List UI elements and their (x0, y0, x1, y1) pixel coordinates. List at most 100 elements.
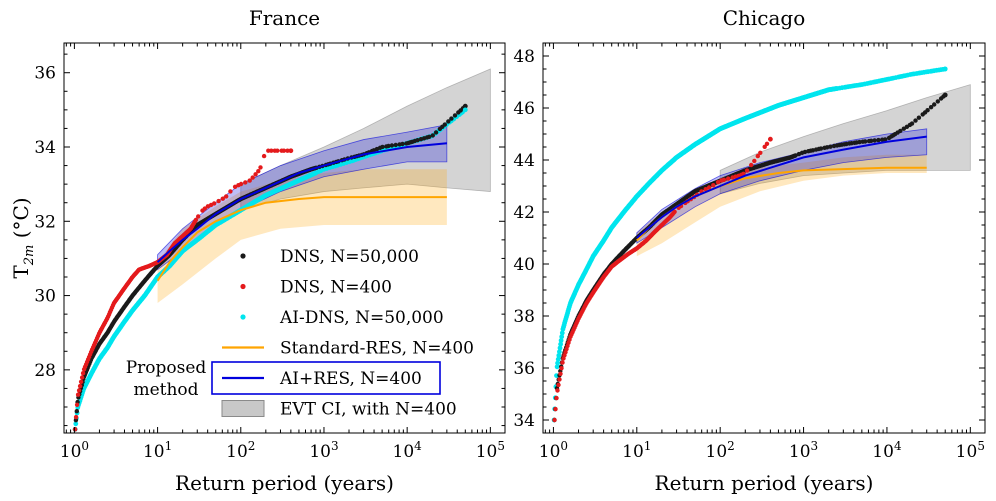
dns-50000-points-point (935, 99, 940, 104)
dns-400-points-point (281, 148, 287, 153)
dns-400-points-point (752, 158, 757, 164)
dns-400-points-point (554, 395, 559, 401)
chart-title: Chicago (723, 6, 806, 30)
dns-50000-points-point (869, 138, 874, 143)
ai-dns-points-point (73, 421, 79, 427)
ai-dns-points-point (554, 364, 560, 370)
dns-400-points-point (216, 198, 221, 204)
plot-frame (63, 42, 506, 434)
dns-400-points-point (76, 388, 82, 393)
y-tick-label: 42 (513, 203, 535, 223)
plot-area (72, 68, 491, 432)
dns-400-points-point (79, 375, 85, 380)
legend-label: AI-DNS, N=50,000 (279, 308, 444, 328)
dns-400-points-point (715, 180, 721, 185)
x-tick-label: 103 (789, 439, 818, 462)
dns-400-points-point (557, 377, 562, 382)
dns-50000-points-point (400, 141, 405, 147)
x-tick-label: 101 (622, 439, 651, 462)
ai-dns-max-point (942, 66, 948, 72)
y-tick-label: 32 (34, 212, 56, 232)
dns-50000-points-point (883, 137, 888, 142)
y-tick-label: 48 (513, 47, 535, 67)
ai-dns-points-point (558, 341, 563, 347)
standard-res-line (156, 196, 447, 282)
standard-res-band (157, 169, 447, 303)
dns-50000-points-point (380, 144, 385, 150)
ai-dns-points-point (557, 349, 562, 355)
ai-dns-points-point (558, 338, 564, 343)
dns-50000-points-point (793, 153, 798, 158)
legend-entry: DNS, N=50,000 (240, 247, 419, 267)
annotation-proposed: Proposed (126, 358, 207, 378)
dns-50000-points-point (415, 138, 420, 143)
dns-400-points-point (228, 189, 233, 194)
dns-400-points-point (711, 183, 716, 188)
dns-50000-points-point (442, 122, 447, 127)
legend-marker (240, 283, 246, 290)
ai-dns-points-point (555, 356, 561, 362)
y-tick-label: 28 (34, 361, 56, 381)
x-tick-label: 102 (706, 439, 735, 462)
dns-400-points (552, 141, 770, 423)
ai-dns-points-point (555, 360, 560, 366)
y-axis-label: T2m (°C) (9, 197, 37, 278)
dns-400-points-point (202, 206, 207, 211)
evt-ci-band (719, 84, 971, 195)
dns-400-points-point (258, 165, 263, 170)
dns-50000-points-point (876, 137, 881, 143)
x-tick-label: 105 (476, 439, 505, 462)
y-axis: 34 36 38 40 42 44 46 48 (513, 42, 985, 434)
dns-400-points-point (749, 162, 754, 168)
legend-entry: EVT CI, with N=400 (221, 400, 457, 420)
ai-dns-points-point (559, 330, 565, 336)
dns-50000-points-point (74, 409, 80, 414)
dns-400-points-point (261, 153, 267, 159)
dns-50000-points-point (828, 144, 833, 149)
ai-res-line (636, 135, 927, 239)
dns-50000-points-point (818, 146, 824, 151)
dns-400-max-point (288, 148, 294, 154)
legend-entry: AI-DNS, N=50,000 (240, 308, 444, 328)
x-axis-label: Return period (years) (175, 471, 394, 495)
dns-400-points-point (556, 382, 561, 388)
dns-400-points-point (706, 185, 712, 190)
ai-dns-points-point (557, 345, 563, 351)
x-tick-label: 101 (143, 439, 172, 462)
ai-dns-points-point (556, 353, 562, 358)
x-tick-label: 102 (226, 439, 255, 462)
legend-marker (240, 253, 246, 259)
dns-400-points-point (762, 144, 767, 149)
dns-400-points-point (243, 180, 248, 185)
dns-400-points-point (553, 406, 558, 412)
y-tick-label: 36 (513, 359, 535, 379)
legend: DNS, N=50,000 DNS, N=400 AI-DNS, N=50,000 S… (126, 247, 474, 420)
dns-400-points-point (253, 172, 258, 177)
dns-50000-points-point (824, 145, 830, 150)
ai-dns-max-point (462, 107, 468, 113)
dns-400-points-point (764, 141, 770, 146)
dns-50000-points-point (433, 130, 439, 135)
legend-label: EVT CI, with N=400 (280, 400, 457, 420)
dns-400-points-point (672, 209, 677, 214)
dns-50000-points-point (925, 108, 930, 113)
legend-entry: AI+RES, N=400 (211, 361, 441, 395)
dns-400-points-point (77, 383, 83, 389)
x-tick-label: 104 (393, 439, 423, 462)
x-tick-label: 100 (60, 439, 89, 462)
dns-50000-points-point (863, 139, 868, 144)
dns-400-points-point (232, 184, 238, 189)
y-tick-label: 30 (34, 287, 56, 307)
x-tick-label: 103 (309, 439, 338, 462)
y-tick-label: 34 (34, 138, 56, 158)
x-axis: 100 101 102 103 104 105 (539, 43, 985, 462)
dns-400-points-point (247, 178, 252, 183)
standard-res-band (636, 154, 927, 257)
dns-50000-points-point (857, 139, 862, 145)
dns-50000-points-point (872, 138, 877, 143)
dns-400-points-point (196, 214, 201, 219)
dns-50000-points-point (393, 142, 398, 148)
x-axis: 100 101 102 103 104 105 (60, 43, 505, 462)
y-tick-label: 34 (513, 411, 535, 431)
dns-400-points-point (755, 153, 760, 159)
